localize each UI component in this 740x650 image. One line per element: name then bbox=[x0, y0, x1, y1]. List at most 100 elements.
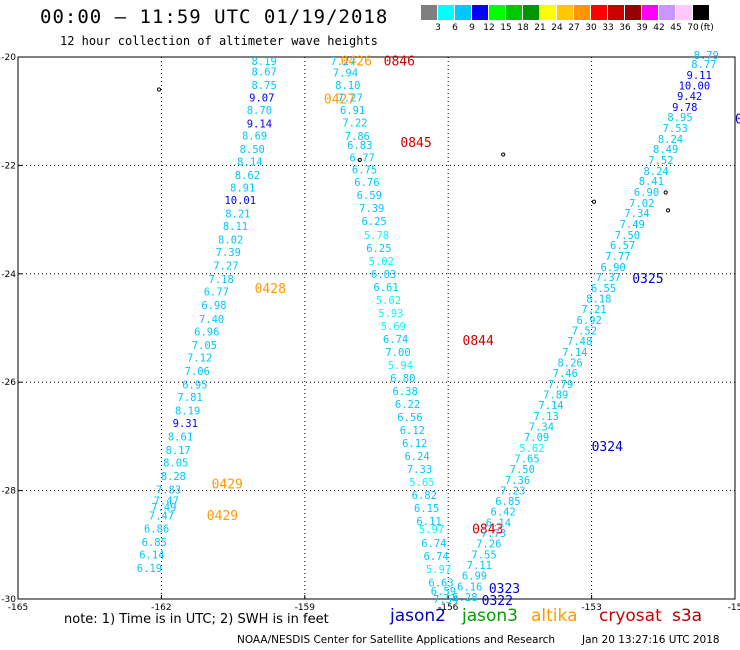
swh-value: 7.06 bbox=[185, 366, 210, 378]
swh-value: 6.75 bbox=[352, 165, 377, 177]
color-scale-label: 70 bbox=[687, 23, 699, 33]
swh-value: 7.49 bbox=[151, 502, 176, 514]
swh-value: 6.61 bbox=[373, 282, 398, 294]
swh-value: 5.97 bbox=[426, 564, 451, 576]
credit-line: NOAA/NESDIS Center for Satellite Applica… bbox=[237, 634, 555, 646]
swh-value: 7.52 bbox=[648, 155, 673, 167]
color-scale-swatch bbox=[591, 5, 608, 20]
swh-value: 6.16 bbox=[457, 582, 482, 594]
swh-value: 6.77 bbox=[204, 287, 229, 299]
color-scale-label: 9 bbox=[469, 23, 475, 33]
color-scale-label: 12 bbox=[483, 23, 495, 33]
legend-item-s3a: s3a bbox=[672, 606, 703, 626]
swh-value: 7.86 bbox=[345, 131, 370, 143]
swh-value: 7.14 bbox=[562, 347, 587, 359]
swh-value: 7.83 bbox=[156, 485, 181, 497]
swh-value: 7.89 bbox=[543, 390, 568, 402]
swh-value: 6.74 bbox=[383, 334, 408, 346]
pass-time-label: 0429 bbox=[212, 477, 243, 492]
swh-value: 8.14 bbox=[237, 157, 262, 169]
color-scale-swatch bbox=[506, 5, 523, 20]
pass-time-label: 0429 bbox=[207, 509, 238, 524]
swh-value: 8.18 bbox=[586, 294, 611, 306]
pass-time-label: 0428 bbox=[255, 282, 286, 297]
pass-time-label: 0325 bbox=[632, 272, 663, 287]
x-tick-label: -15 bbox=[728, 603, 740, 613]
swh-value: 6.59 bbox=[431, 586, 456, 598]
color-scale-swatch bbox=[455, 5, 472, 20]
swh-value: 9.42 bbox=[677, 91, 702, 103]
swh-value: 8.19 bbox=[175, 405, 200, 417]
swh-value: 5.97 bbox=[419, 524, 444, 536]
swh-value: 7.53 bbox=[663, 123, 688, 135]
island-marker bbox=[357, 157, 362, 163]
x-tick-label: -153 bbox=[581, 603, 601, 613]
swh-value: 7.40 bbox=[199, 314, 224, 326]
color-scale-label: 39 bbox=[636, 23, 648, 33]
swh-value: 5.65 bbox=[409, 477, 434, 489]
swh-value: 7.33 bbox=[407, 464, 432, 476]
swh-value: 6.42 bbox=[491, 507, 516, 519]
swh-value: 8.50 bbox=[240, 144, 265, 156]
color-scale-swatch bbox=[489, 5, 506, 20]
swh-value: 7.27 bbox=[338, 93, 363, 105]
pass-time-label: 0845 bbox=[400, 136, 431, 151]
legend-item-jason3: jason3 bbox=[462, 606, 518, 626]
swh-value: 6.85 bbox=[142, 537, 167, 549]
y-tick-label: -20 bbox=[1, 53, 16, 63]
swh-value: 6.83 bbox=[347, 140, 372, 152]
color-scale-label: 6 bbox=[452, 23, 458, 33]
island-marker bbox=[156, 87, 162, 92]
swh-value: 7.54 bbox=[433, 594, 458, 606]
swh-value: 7.36 bbox=[505, 475, 530, 487]
swh-value: 7.37 bbox=[596, 272, 621, 284]
color-scale-swatch bbox=[574, 5, 591, 20]
swh-value: 7.26 bbox=[476, 539, 501, 551]
swh-value: 7.34 bbox=[529, 422, 554, 434]
swh-value: 7.39 bbox=[359, 203, 384, 215]
swh-value: 8.05 bbox=[163, 457, 188, 469]
swh-value: 6.95 bbox=[182, 379, 207, 391]
swh-value: 8.49 bbox=[653, 144, 678, 156]
swh-value: 9.31 bbox=[173, 418, 198, 430]
swh-value: 8.28 bbox=[161, 471, 186, 483]
swh-value: 7.27 bbox=[213, 261, 238, 273]
chart-title: 00:00 – 11:59 UTC 01/19/2018 bbox=[40, 6, 389, 28]
swh-value: 6.25 bbox=[361, 216, 386, 228]
swh-value: 6.03 bbox=[371, 269, 396, 281]
swh-value: 7.12 bbox=[187, 352, 212, 364]
swh-value: 8.75 bbox=[252, 80, 277, 92]
pass-time-label: 0322 bbox=[482, 594, 513, 609]
swh-value: 6.38 bbox=[393, 386, 418, 398]
x-tick-label: -165 bbox=[8, 603, 28, 613]
swh-value: 6.55 bbox=[591, 283, 616, 295]
chart-subtitle: 12 hour collection of altimeter wave hei… bbox=[60, 34, 378, 48]
swh-value: 6.90 bbox=[634, 187, 659, 199]
pass-time-label: 0427 bbox=[324, 93, 355, 108]
swh-value: 8.95 bbox=[667, 112, 692, 124]
swh-value: 8.70 bbox=[247, 105, 272, 117]
swh-value: 8.62 bbox=[235, 170, 260, 182]
island-marker bbox=[591, 199, 597, 204]
swh-value: 6.24 bbox=[404, 451, 429, 463]
y-tick-label: -30 bbox=[1, 595, 16, 605]
swh-value: 8.41 bbox=[639, 176, 664, 188]
plot-frame bbox=[17, 56, 736, 600]
legend-item-altika: altika bbox=[531, 606, 578, 626]
color-scale-label: 42 bbox=[653, 23, 665, 33]
color-scale-label: 21 bbox=[534, 23, 546, 33]
swh-value: 7.02 bbox=[629, 198, 654, 210]
generated-timestamp: Jan 20 13:27:16 UTC 2018 bbox=[582, 634, 720, 646]
swh-value: 7.52 bbox=[572, 326, 597, 338]
swh-value: 7.73 bbox=[481, 528, 506, 540]
swh-value: 6.11 bbox=[416, 516, 441, 528]
swh-value: 8.67 bbox=[252, 67, 277, 79]
swh-value: 8.02 bbox=[218, 235, 243, 247]
color-scale-label: 15 bbox=[500, 23, 512, 33]
swh-value: 5.62 bbox=[519, 443, 544, 455]
color-scale-label: 33 bbox=[602, 23, 614, 33]
swh-value: 6.77 bbox=[350, 152, 375, 164]
swh-value: 6.14 bbox=[139, 550, 164, 562]
color-scale-swatch bbox=[421, 5, 438, 20]
y-tick-label: -22 bbox=[1, 161, 16, 171]
